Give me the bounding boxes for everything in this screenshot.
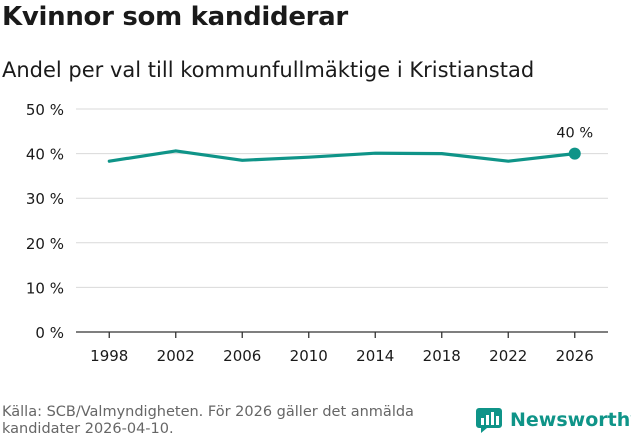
x-axis: 1998 2002 2006 2010 2014 2018 2022 2026 xyxy=(76,331,608,365)
y-tick-label: 20 % xyxy=(26,235,64,253)
y-tick-label: 10 % xyxy=(26,279,64,297)
data-label: 40 % xyxy=(556,126,593,142)
x-tick-label: 1998 xyxy=(90,347,128,365)
x-tick-label: 2022 xyxy=(489,347,527,365)
series-line xyxy=(107,149,577,163)
grid-lines xyxy=(76,108,608,288)
brand: Newsworthy xyxy=(476,406,631,434)
x-tick-label: 2014 xyxy=(356,347,394,365)
chart-subtitle: Andel per val till kommunfullmäktige i K… xyxy=(2,58,535,82)
y-tick-label: 50 % xyxy=(26,101,64,119)
series xyxy=(107,149,577,163)
source-note: Källa: SCB/Valmyndigheten. För 2026 gäll… xyxy=(2,404,414,437)
x-tick-label: 2026 xyxy=(556,347,594,365)
chart-title: Kvinnor som kandiderar xyxy=(2,2,348,32)
x-tick-label: 2018 xyxy=(423,347,461,365)
y-tick-label: 0 % xyxy=(35,324,64,342)
brand-name: Newsworthy xyxy=(510,409,631,431)
y-tick-label: 30 % xyxy=(26,190,64,208)
annotations: 40 % xyxy=(556,126,593,160)
data-point-marker xyxy=(568,147,581,160)
x-tick-label: 2002 xyxy=(157,347,195,365)
y-axis: 0 % 10 % 20 % 30 % 40 % 50 % xyxy=(26,101,64,342)
x-tick-label: 2010 xyxy=(290,347,328,365)
y-tick-label: 40 % xyxy=(26,146,64,164)
x-tick-label: 2006 xyxy=(223,347,261,365)
newsworthy-logo-icon xyxy=(476,408,502,433)
